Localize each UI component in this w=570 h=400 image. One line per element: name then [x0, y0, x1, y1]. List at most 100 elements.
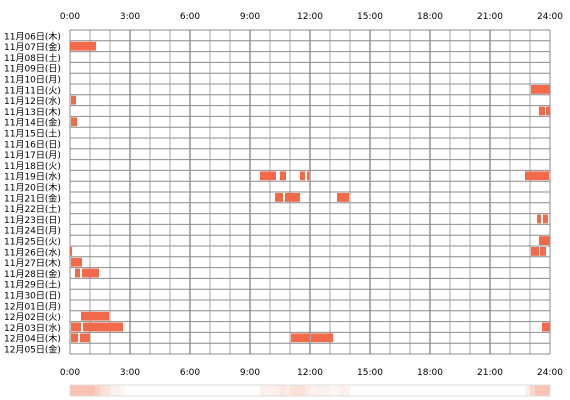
summary-slice — [490, 385, 496, 396]
summary-slice — [360, 385, 366, 396]
summary-slice — [370, 385, 376, 396]
activity-bar — [525, 171, 549, 181]
summary-slice — [340, 385, 346, 396]
summary-slice — [315, 385, 321, 396]
top-tick-label: 0:00 — [60, 12, 80, 22]
summary-slice — [175, 385, 181, 396]
summary-slice — [365, 385, 371, 396]
day-label: 11月23日(日) — [4, 215, 61, 226]
top-tick-label: 18:00 — [417, 12, 443, 22]
day-label: 12月01日(月) — [4, 301, 61, 312]
activity-bar — [291, 333, 310, 343]
activity-bar — [539, 236, 550, 245]
day-label: 11月29日(土) — [4, 279, 61, 291]
day-label: 11月17日(月) — [4, 150, 61, 161]
day-label: 11月08日(土) — [4, 52, 61, 64]
summary-slice — [210, 385, 216, 396]
summary-slice — [75, 385, 81, 396]
activity-bar — [531, 247, 539, 256]
summary-slice — [95, 385, 101, 396]
summary-slice — [200, 385, 206, 396]
activity-bar — [531, 85, 550, 94]
summary-slice — [325, 385, 331, 396]
activity-bar — [83, 322, 123, 332]
summary-slice — [535, 385, 541, 396]
summary-slice — [90, 385, 96, 396]
summary-slice — [295, 385, 301, 396]
day-label: 11月06日(木) — [4, 30, 61, 42]
day-label: 11月16日(日) — [4, 139, 61, 150]
summary-slice — [450, 385, 456, 396]
activity-bar — [82, 268, 99, 278]
activity-bar — [81, 311, 109, 321]
activity-bar — [337, 193, 349, 202]
summary-slice — [135, 385, 141, 396]
day-label: 11月11日(火) — [4, 85, 61, 96]
day-label: 11月07日(金) — [4, 41, 61, 53]
activity-bar — [539, 106, 545, 116]
bottom-tick-label: 18:00 — [417, 368, 443, 378]
summary-slice — [330, 385, 336, 396]
day-label: 11月30日(日) — [4, 291, 61, 302]
day-label: 12月04日(木) — [4, 333, 61, 345]
summary-slice — [530, 385, 536, 396]
activity-bars — [70, 41, 550, 343]
summary-slice — [125, 385, 131, 396]
summary-density-bar — [69, 384, 551, 397]
bottom-tick-label: 0:00 — [60, 368, 80, 378]
summary-slice — [120, 385, 126, 396]
summary-slice — [100, 385, 106, 396]
summary-slice — [400, 385, 406, 396]
bottom-tick-label: 9:00 — [240, 368, 260, 378]
summary-slice — [150, 385, 156, 396]
summary-slice — [480, 385, 486, 396]
activity-bar — [542, 322, 550, 332]
summary-slice — [130, 385, 136, 396]
summary-slice — [290, 385, 296, 396]
summary-slice — [285, 385, 291, 396]
summary-slice — [170, 385, 176, 396]
activity-bar — [537, 214, 541, 224]
day-label: 12月02日(火) — [4, 312, 61, 323]
activity-bar — [280, 171, 286, 181]
top-tick-label: 21:00 — [477, 12, 503, 22]
top-tick-label: 9:00 — [240, 12, 260, 22]
summary-slice — [275, 385, 281, 396]
summary-slice — [335, 385, 341, 396]
day-label: 11月14日(金) — [4, 117, 61, 129]
bottom-tick-label: 3:00 — [120, 368, 140, 378]
summary-slice — [160, 385, 166, 396]
summary-slice — [380, 385, 386, 396]
summary-slice — [395, 385, 401, 396]
summary-slice — [430, 385, 436, 396]
day-label: 12月05日(金) — [4, 344, 61, 356]
summary-slice — [250, 385, 256, 396]
day-label: 11月25日(火) — [4, 237, 61, 248]
activity-bar — [307, 171, 309, 181]
day-label: 11月13日(木) — [4, 106, 61, 118]
day-label: 11月19日(水) — [4, 171, 61, 183]
summary-slice — [545, 385, 551, 396]
day-label: 12月03日(水) — [4, 322, 61, 334]
activity-bar — [285, 193, 300, 202]
summary-slice — [190, 385, 196, 396]
top-time-axis: 0:00 3:00 6:00 9:00 12:00 15:00 18:00 21:00 24:0… — [60, 12, 563, 22]
day-label: 11月27日(木) — [4, 257, 61, 269]
summary-slice — [525, 385, 531, 396]
summary-slice — [405, 385, 411, 396]
summary-slice — [495, 385, 501, 396]
day-label: 11月22日(土) — [4, 203, 61, 215]
activity-bar — [71, 257, 82, 267]
summary-slice — [145, 385, 151, 396]
activity-bar — [543, 214, 548, 224]
bottom-tick-label: 12:00 — [297, 368, 323, 378]
summary-slice — [320, 385, 326, 396]
top-tick-label: 15:00 — [357, 12, 383, 22]
summary-slice — [255, 385, 261, 396]
activity-bar — [540, 247, 546, 256]
summary-slice — [375, 385, 381, 396]
bottom-tick-label: 24:00 — [537, 368, 563, 378]
bottom-tick-label: 15:00 — [357, 368, 383, 378]
summary-slice — [110, 385, 116, 396]
